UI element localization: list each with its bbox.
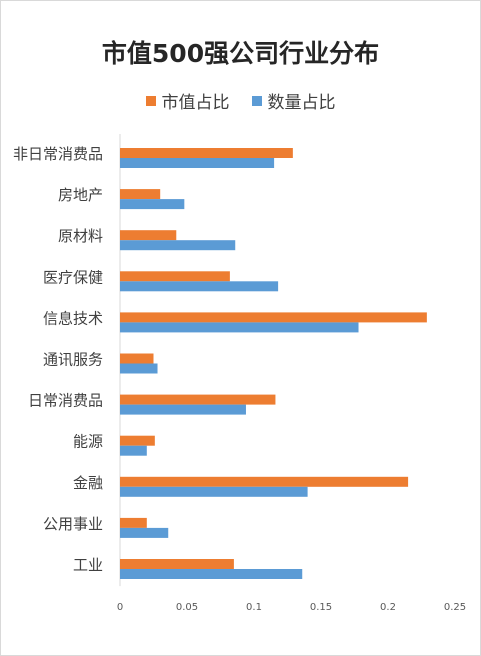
bar-market-cap — [120, 517, 147, 528]
category-label: 非日常消费品 — [13, 145, 103, 163]
bar-count — [120, 569, 303, 579]
x-tick-label: 0.25 — [444, 602, 466, 613]
bar-count — [120, 158, 275, 168]
bar-market-cap — [120, 230, 177, 241]
category-label: 信息技术 — [43, 309, 103, 327]
bar-count — [120, 199, 185, 210]
bar-market-cap — [120, 271, 230, 282]
category-label: 金融 — [73, 474, 103, 492]
legend-swatch-market-cap — [145, 95, 156, 106]
legend-label-count: 数量占比 — [267, 93, 336, 113]
x-tick-label: 0.2 — [380, 602, 396, 613]
chart-legend: 市值占比 数量占比 — [0, 88, 481, 113]
bar-count — [120, 322, 359, 333]
legend-label-market-cap: 市值占比 — [161, 93, 230, 113]
bar-count — [120, 281, 279, 292]
bar-count — [120, 445, 147, 456]
legend-item-market-cap: 市值占比 — [145, 88, 230, 113]
legend-item-count: 数量占比 — [251, 88, 336, 113]
category-label: 工业 — [73, 556, 103, 574]
chart-title: 市值500强公司行业分布 — [101, 39, 380, 68]
bar-count — [120, 240, 236, 251]
bar-market-cap — [120, 353, 154, 364]
category-label: 原材料 — [58, 227, 103, 245]
category-label: 日常消费品 — [28, 392, 103, 410]
bar-market-cap — [120, 435, 155, 446]
category-label: 公用事业 — [43, 515, 103, 533]
legend-swatch-count — [251, 95, 262, 106]
category-label: 房地产 — [58, 186, 103, 204]
bar-count — [120, 486, 308, 497]
x-tick-label: 0.15 — [310, 602, 332, 613]
bar-market-cap — [120, 394, 276, 405]
bar-count — [120, 363, 158, 374]
bar-count — [120, 527, 169, 538]
category-label: 医疗保健 — [43, 268, 103, 286]
category-label: 能源 — [73, 433, 103, 451]
x-tick-label: 0.1 — [246, 602, 262, 613]
bar-count — [120, 404, 246, 415]
bar-market-cap — [120, 189, 161, 200]
bar-market-cap — [120, 476, 409, 487]
bar-market-cap — [120, 312, 427, 323]
category-label: 通讯服务 — [43, 351, 103, 369]
bar-market-cap — [120, 148, 293, 158]
x-tick-label: 0.05 — [176, 602, 198, 613]
x-tick-label: 0 — [117, 602, 123, 613]
bar-market-cap — [120, 559, 234, 569]
